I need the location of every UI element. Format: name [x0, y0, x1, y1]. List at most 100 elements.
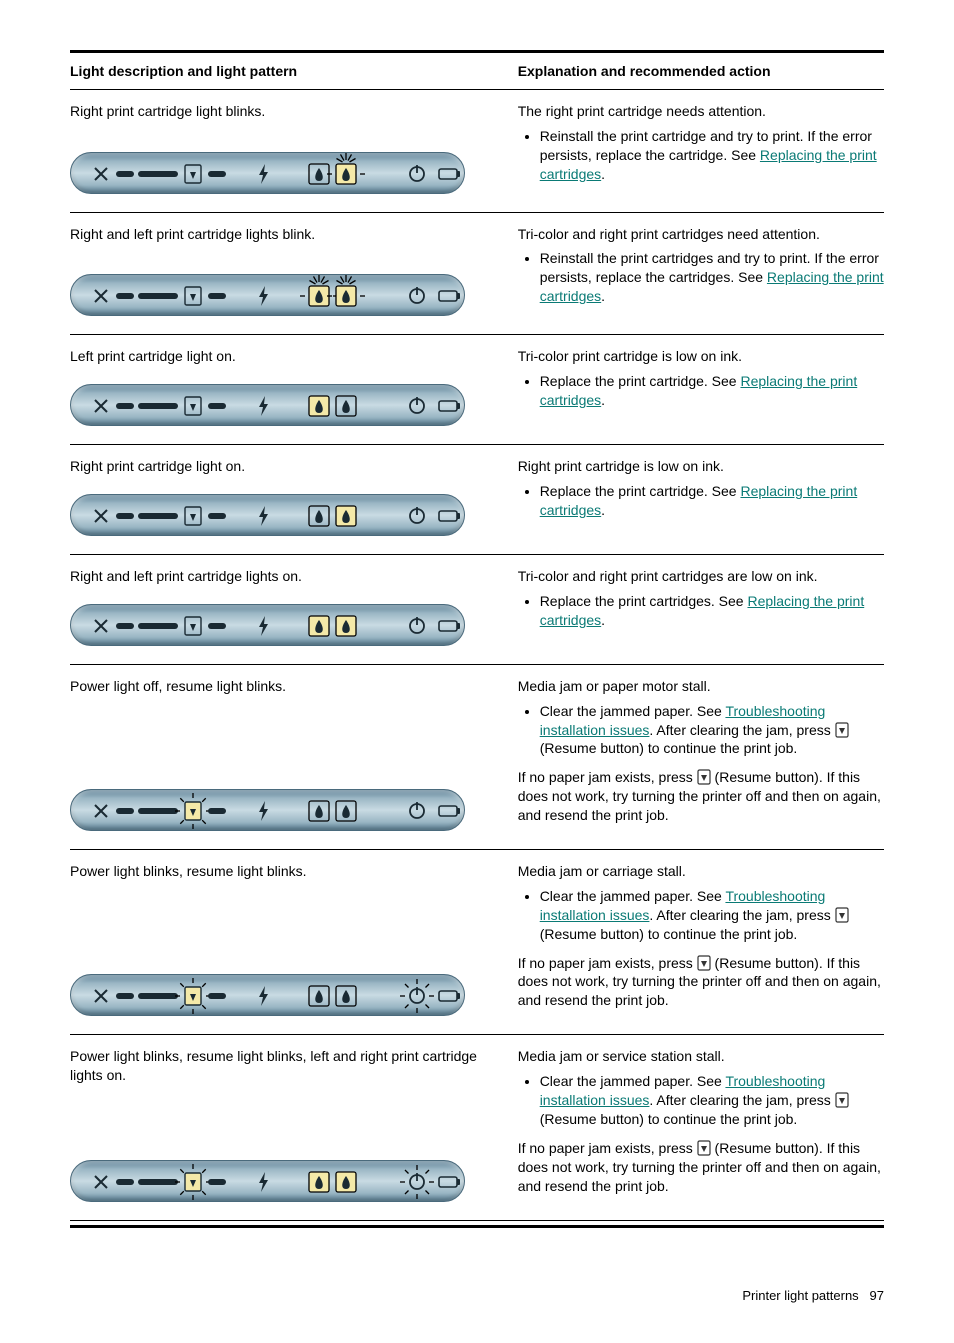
cartridge-icon [300, 275, 338, 306]
table-row: Right and left print cartridge lights on… [70, 555, 884, 665]
link-replacing[interactable]: Replacing the print cartridges [540, 147, 877, 182]
link-replacing[interactable]: Replacing the print cartridges [540, 373, 858, 408]
cartridge-icon [336, 396, 356, 416]
cartridge-icon [309, 164, 329, 184]
explanation-title: Media jam or carriage stall. [518, 862, 884, 881]
cartridge-icon [309, 396, 329, 416]
cancel-icon [95, 168, 107, 180]
extra-note: If no paper jam exists, press (Resume bu… [518, 954, 884, 1011]
table-row: Power light blinks, resume light blinks.… [70, 850, 884, 1035]
extra-note: If no paper jam exists, press (Resume bu… [518, 1139, 884, 1196]
power-icon [400, 979, 434, 1013]
cartridge-icon [336, 986, 356, 1006]
cancel-icon [95, 990, 107, 1002]
battery-icon [439, 401, 460, 411]
cancel-icon [95, 805, 107, 817]
action-item: Reinstall the print cartridge and try to… [540, 127, 884, 184]
panel-wrap [70, 384, 498, 426]
row-right: Tri-color and right print cartridges are… [518, 567, 884, 646]
power-icon [400, 1165, 434, 1199]
link-troubleshoot[interactable]: Troubleshooting installation issues [540, 703, 826, 738]
light-description: Right and left print cartridge lights on… [70, 567, 498, 586]
battery-icon [439, 169, 460, 179]
battery-icon [439, 291, 460, 301]
battery-icon [439, 621, 460, 631]
row-left: Left print cartridge light on. [70, 347, 518, 426]
resume-icon [185, 287, 201, 305]
page-footer: Printer light patterns 97 [70, 1288, 884, 1303]
power-icon [410, 617, 424, 633]
explanation-title: The right print cartridge needs attentio… [518, 102, 884, 121]
printer-light-panel [70, 274, 465, 316]
cartridge-icon [336, 1172, 356, 1192]
cancel-icon [95, 510, 107, 522]
action-list: Reinstall the print cartridge and try to… [518, 127, 884, 184]
cartridge-icon [336, 616, 356, 636]
cancel-icon [95, 290, 107, 302]
link-replacing[interactable]: Replacing the print cartridges [540, 483, 858, 518]
panel-wrap [70, 274, 498, 316]
action-list: Reinstall the print cartridges and try t… [518, 249, 884, 306]
action-item: Replace the print cartridges. See Replac… [540, 592, 884, 630]
link-replacing[interactable]: Replacing the print cartridges [540, 593, 865, 628]
row-right: Media jam or service station stall. Clear… [518, 1047, 884, 1201]
cartridge-icon [309, 506, 329, 526]
link-troubleshoot[interactable]: Troubleshooting installation issues [540, 888, 826, 923]
action-list: Replace the print cartridge. See Replaci… [518, 482, 884, 520]
table-header: Light description and light pattern Expl… [70, 53, 884, 90]
explanation-title: Tri-color and right print cartridges are… [518, 567, 884, 586]
light-description: Right print cartridge light blinks. [70, 102, 498, 121]
row-left: Power light blinks, resume light blinks,… [70, 1047, 518, 1201]
action-list: Clear the jammed paper. See Troubleshoot… [518, 702, 884, 759]
header-right: Explanation and recommended action [518, 63, 884, 79]
action-list: Clear the jammed paper. See Troubleshoot… [518, 887, 884, 944]
light-description: Power light blinks, resume light blinks,… [70, 1047, 498, 1085]
panel-wrap [70, 974, 498, 1016]
cartridge-icon [309, 986, 329, 1006]
light-description: Left print cartridge light on. [70, 347, 498, 366]
light-description: Power light off, resume light blinks. [70, 677, 498, 696]
printer-light-panel [70, 384, 465, 426]
cartridge-icon [336, 801, 356, 821]
action-item: Replace the print cartridge. See Replaci… [540, 372, 884, 410]
action-list: Replace the print cartridges. See Replac… [518, 592, 884, 630]
row-right: Tri-color print cartridge is low on ink.… [518, 347, 884, 426]
action-item: Reinstall the print cartridges and try t… [540, 249, 884, 306]
link-troubleshoot[interactable]: Troubleshooting installation issues [540, 1073, 826, 1108]
cartridge-icon [327, 153, 365, 184]
bolt-icon [259, 164, 268, 184]
bolt-icon [259, 986, 268, 1006]
printer-light-panel [70, 789, 465, 831]
cartridge-icon [327, 275, 365, 306]
resume-icon [185, 507, 201, 525]
cartridge-icon [309, 616, 329, 636]
explanation-title: Right print cartridge is low on ink. [518, 457, 884, 476]
row-left: Right and left print cartridge lights on… [70, 567, 518, 646]
action-item: Clear the jammed paper. See Troubleshoot… [540, 887, 884, 944]
resume-icon [175, 793, 211, 829]
bottom-rule [70, 1225, 884, 1228]
cancel-icon [95, 1176, 107, 1188]
table-row: Right and left print cartridge lights bl… [70, 213, 884, 336]
row-right: Right print cartridge is low on ink. Repl… [518, 457, 884, 536]
power-icon [410, 802, 424, 818]
action-list: Clear the jammed paper. See Troubleshoot… [518, 1072, 884, 1129]
light-description: Right and left print cartridge lights bl… [70, 225, 498, 244]
battery-icon [439, 991, 460, 1001]
footer-page: 97 [870, 1288, 884, 1303]
table-row: Power light blinks, resume light blinks,… [70, 1035, 884, 1220]
footer-section: Printer light patterns [742, 1288, 858, 1303]
panel-wrap [70, 152, 498, 194]
power-icon [410, 507, 424, 523]
row-left: Power light blinks, resume light blinks. [70, 862, 518, 1016]
action-list: Replace the print cartridge. See Replaci… [518, 372, 884, 410]
resume-icon [185, 617, 201, 635]
explanation-title: Media jam or service station stall. [518, 1047, 884, 1066]
row-right: Media jam or carriage stall. Clear the ja… [518, 862, 884, 1016]
bolt-icon [259, 616, 268, 636]
bolt-icon [259, 396, 268, 416]
extra-note: If no paper jam exists, press (Resume bu… [518, 768, 884, 825]
printer-light-panel [70, 604, 465, 646]
action-item: Replace the print cartridge. See Replaci… [540, 482, 884, 520]
link-replacing[interactable]: Replacing the print cartridges [540, 269, 884, 304]
